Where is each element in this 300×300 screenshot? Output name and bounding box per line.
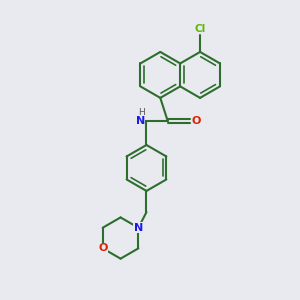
Text: O: O [98,243,107,253]
Text: N: N [136,116,145,126]
Text: H: H [139,108,145,117]
Text: N: N [134,223,143,233]
Text: O: O [191,116,201,126]
Text: Cl: Cl [194,24,206,34]
